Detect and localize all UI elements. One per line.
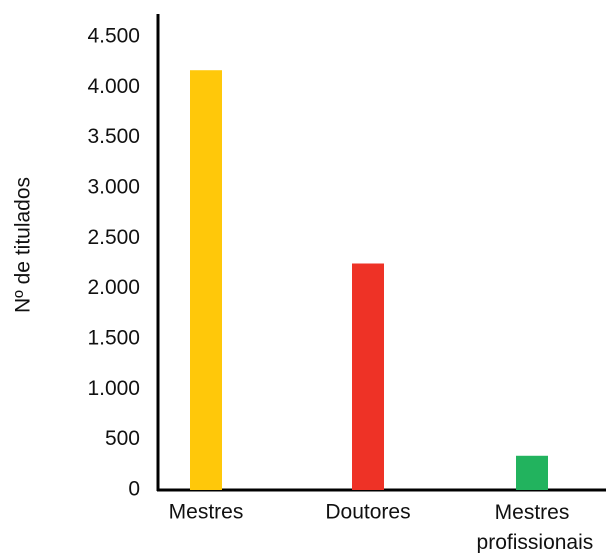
y-tick-label: 2.000	[87, 276, 140, 299]
y-tick-label: 1.000	[87, 377, 140, 400]
x-tick-label: Mestres	[169, 501, 244, 524]
y-tick-label: 4.000	[87, 75, 140, 98]
y-tick-label: 3.000	[87, 176, 140, 199]
bar	[190, 70, 222, 490]
bar	[352, 263, 384, 490]
y-tick-label: 4.500	[87, 25, 140, 48]
y-tick-label: 0	[128, 478, 140, 501]
x-tick-label: Doutores	[325, 501, 410, 524]
y-tick-label: 1.500	[87, 327, 140, 350]
y-axis-label: Nº de titulados	[12, 177, 35, 313]
bar	[516, 455, 548, 490]
y-tick-label: 500	[105, 427, 140, 450]
x-tick-label: Mestres profissionais	[471, 501, 594, 553]
y-tick-label: 2.500	[87, 226, 140, 249]
y-tick-label: 3.500	[87, 125, 140, 148]
